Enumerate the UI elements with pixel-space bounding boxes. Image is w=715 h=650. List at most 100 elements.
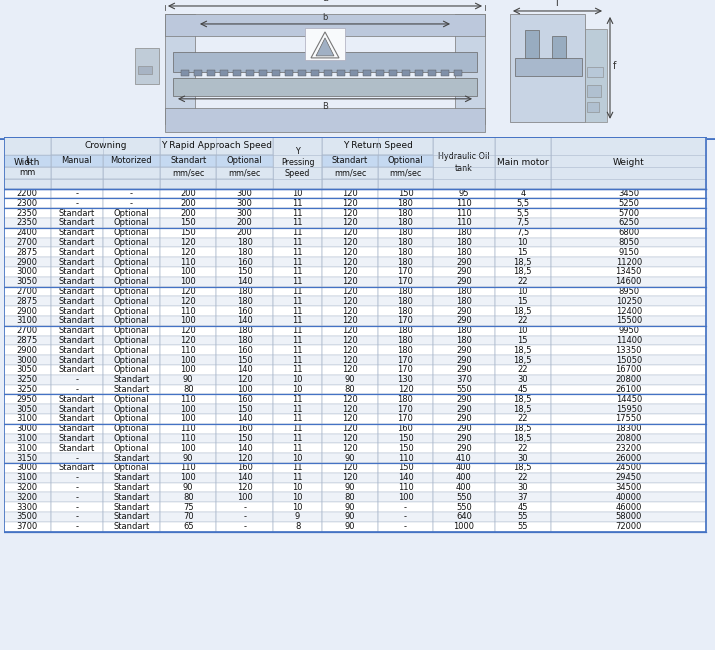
Bar (495, 385, 551, 395)
Bar (495, 512, 551, 522)
Bar (217, 335, 273, 345)
Bar (305, 28, 345, 60)
Text: 5,5: 5,5 (516, 209, 529, 218)
Bar (551, 237, 706, 248)
Text: 18300: 18300 (616, 424, 642, 434)
Text: A: A (322, 145, 328, 155)
Bar (273, 257, 322, 267)
Bar (233, 70, 241, 76)
Bar (495, 483, 551, 493)
Text: 22: 22 (518, 365, 528, 374)
Bar (273, 316, 322, 326)
Text: 180: 180 (237, 248, 252, 257)
Text: 120: 120 (342, 277, 358, 286)
Bar (322, 248, 378, 257)
Text: 12400: 12400 (616, 307, 642, 316)
Bar (102, 198, 160, 208)
Bar (551, 395, 706, 404)
Text: 170: 170 (398, 277, 413, 286)
Text: 290: 290 (456, 395, 472, 404)
Text: 2900: 2900 (17, 307, 38, 316)
Text: 11: 11 (292, 267, 303, 276)
Bar (217, 155, 273, 188)
Bar (433, 473, 495, 483)
Bar (551, 404, 706, 414)
Bar (378, 155, 433, 188)
Text: 100: 100 (180, 415, 196, 423)
Text: 10: 10 (292, 493, 303, 502)
Bar (4, 385, 51, 395)
Text: Weight: Weight (613, 158, 645, 167)
Bar (4, 355, 51, 365)
Bar (433, 463, 495, 473)
Text: 120: 120 (342, 424, 358, 434)
Bar (51, 443, 102, 453)
Text: 80: 80 (345, 493, 355, 502)
Bar (322, 453, 378, 463)
Text: 200: 200 (180, 199, 196, 208)
Bar (322, 375, 378, 385)
Bar (551, 208, 706, 218)
Bar (587, 102, 599, 112)
Bar (273, 375, 322, 385)
Text: 120: 120 (342, 346, 358, 355)
Text: 40000: 40000 (616, 493, 642, 502)
Text: 180: 180 (398, 395, 413, 404)
Text: Standart: Standart (59, 307, 95, 316)
Bar (102, 345, 160, 355)
Bar (51, 385, 102, 395)
Text: 160: 160 (398, 424, 413, 434)
Text: -: - (243, 502, 246, 512)
Text: Motorized: Motorized (111, 156, 152, 165)
Bar (322, 316, 378, 326)
Bar (433, 188, 495, 198)
Text: 3200: 3200 (16, 483, 38, 492)
Text: 120: 120 (342, 228, 358, 237)
Text: 29450: 29450 (616, 473, 642, 482)
Bar (378, 227, 433, 237)
Bar (378, 443, 433, 453)
Bar (273, 198, 322, 208)
Text: 200: 200 (237, 218, 252, 227)
Text: 180: 180 (398, 199, 413, 208)
Bar (51, 237, 102, 248)
Bar (495, 453, 551, 463)
Bar (160, 155, 217, 188)
Bar (495, 237, 551, 248)
Bar (217, 385, 273, 395)
Text: Standart: Standart (59, 317, 95, 326)
Bar (378, 424, 433, 434)
Text: 30: 30 (518, 375, 528, 384)
Text: Optional: Optional (114, 218, 149, 227)
Bar (4, 208, 51, 218)
Text: -: - (75, 523, 79, 531)
Text: -: - (243, 512, 246, 521)
Bar (322, 434, 378, 443)
Bar (495, 296, 551, 306)
Text: 180: 180 (398, 209, 413, 218)
Bar (378, 208, 433, 218)
Bar (495, 522, 551, 532)
Bar (378, 188, 433, 198)
Text: 120: 120 (342, 218, 358, 227)
Bar (217, 345, 273, 355)
Text: 90: 90 (345, 512, 355, 521)
Text: 370: 370 (456, 375, 472, 384)
Bar (322, 227, 378, 237)
Bar (102, 483, 160, 493)
Bar (273, 522, 322, 532)
Text: 2300: 2300 (16, 199, 38, 208)
Bar (4, 434, 51, 443)
Bar (322, 179, 378, 188)
Bar (551, 188, 706, 198)
Text: 110: 110 (180, 434, 196, 443)
Bar (378, 316, 433, 326)
Text: Standart: Standart (59, 395, 95, 404)
Bar (4, 463, 51, 473)
Bar (322, 155, 378, 166)
Text: Optional: Optional (114, 356, 149, 365)
Bar (551, 326, 706, 335)
Text: Optional: Optional (114, 257, 149, 266)
Text: -: - (75, 375, 79, 384)
Text: 11: 11 (292, 326, 303, 335)
